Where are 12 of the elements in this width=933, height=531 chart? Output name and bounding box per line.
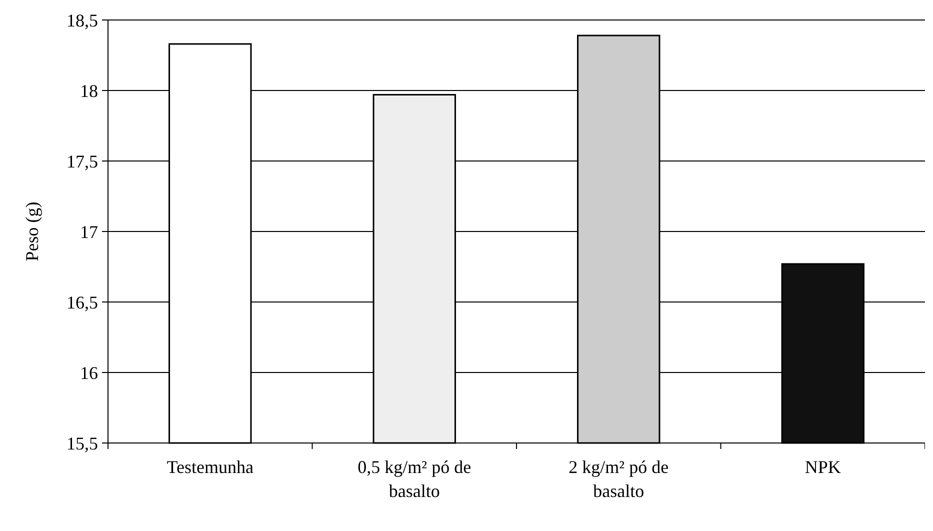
y-tick-label: 17,5 [66,151,98,172]
y-tick-label: 16,5 [66,292,98,312]
y-tick-label: 16 [80,362,98,383]
y-tick-label: 18,5 [66,10,98,30]
x-tick-label: Testemunha [166,457,254,477]
x-tick-label: NPK [804,457,841,477]
y-axis-title: Peso (g) [22,202,42,262]
y-tick-label: 15,5 [66,433,98,454]
y-tick-label: 18 [80,80,98,101]
x-tick-label: 2 kg/m² pó de basalto [568,457,669,501]
y-tick-label: 17 [80,222,98,242]
x-tick-label: 0,5 kg/m² pó de basalto [358,457,472,501]
